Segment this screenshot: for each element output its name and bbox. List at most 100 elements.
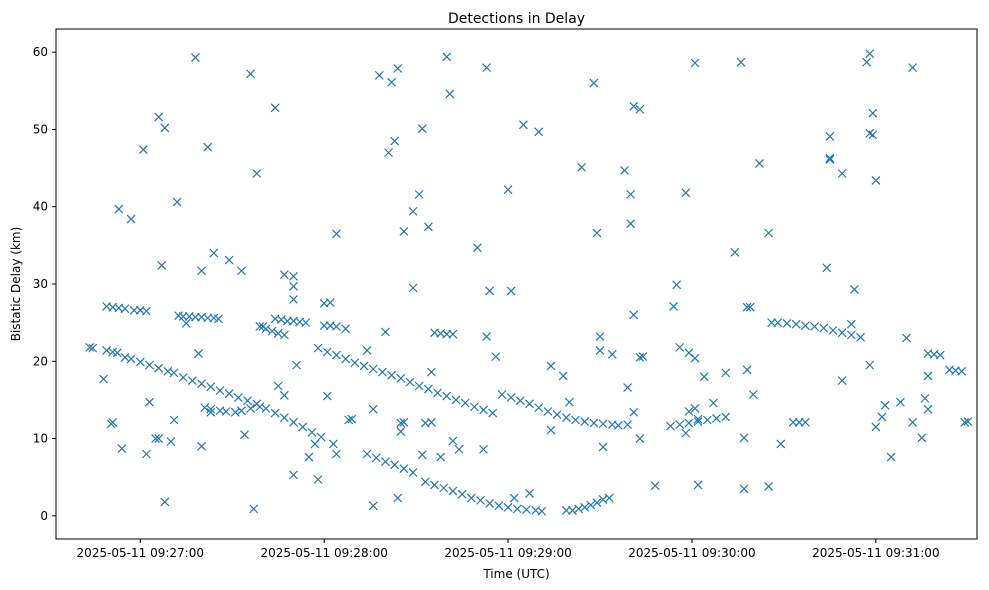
data-point-track-a [224,389,234,399]
data-point [237,266,246,276]
data-point-track-j [381,457,390,467]
data-point [203,142,213,152]
data-point-track-f [332,322,341,331]
data-point [181,318,191,328]
data-point-track-k [485,499,495,508]
y-tick-label: 60 [33,45,48,59]
data-point [595,332,605,341]
data-point [865,49,875,59]
data-point [877,412,887,422]
data-point-track-h [433,388,443,398]
data-point-track-h [341,354,351,364]
data-point [690,58,700,68]
data-point [368,404,378,414]
data-point-track-a [243,396,252,406]
data-point-track-l [552,410,562,420]
data-point-track-j [362,449,372,459]
data-point-track-h [387,370,397,380]
data-point [273,381,283,391]
data-point-track-o [846,330,856,340]
data-point [923,404,933,414]
data-point-track-n [721,412,731,422]
data-point [506,286,516,296]
data-point [160,123,170,133]
y-tick-label: 40 [33,200,48,214]
data-point [393,63,403,73]
data-point-track-n [666,421,675,431]
data-point-track-a [126,354,136,364]
data-point [417,450,427,460]
data-point [837,169,847,178]
data-point-track-l [506,393,516,403]
data-point [745,302,755,312]
data-point-track-a [279,413,289,423]
data-point [197,441,207,451]
y-tick-label: 20 [33,354,48,368]
data-point [558,371,568,381]
data-point [675,342,685,352]
data-point [620,165,629,175]
data-point [332,449,341,459]
data-point-track-h [423,384,433,394]
data-point [923,371,933,381]
data-point-track-a [289,417,298,427]
data-point-track-n [712,414,721,423]
data-point [503,185,513,195]
data-point [690,353,700,363]
data-point-track-n [693,417,703,426]
data-point-track-l [613,420,623,430]
data-point-track-a [145,360,154,370]
data-marks [85,49,973,516]
data-point [325,298,335,307]
data-point [846,319,856,329]
data-point [141,449,151,459]
data-point-track-k [448,486,458,496]
data-point-track-e [255,322,265,331]
data-point [436,452,446,462]
data-point [868,130,878,140]
data-point-track-l [589,418,599,428]
data-point [650,481,660,491]
data-point [693,480,703,490]
data-point-track-g [246,403,256,413]
data-point [635,352,645,362]
data-point [399,417,409,427]
data-point-track-e [267,326,277,336]
data-point-track-n [675,420,685,430]
data-point [699,372,709,382]
data-point [595,346,605,355]
data-point-track-m [604,493,614,503]
data-point-track-l [534,403,544,413]
data-point [396,418,406,428]
data-point [871,176,881,185]
data-point [387,77,397,87]
data-point-track-p [935,350,945,360]
data-point [880,400,890,410]
data-point [479,444,488,454]
data-point-track-e [279,330,289,340]
data-point-track-a [187,376,197,386]
data-point-track-a [206,382,216,392]
data-point-track-h [313,343,323,353]
data-point [626,189,636,199]
data-point [396,427,406,437]
data-point [672,280,682,290]
data-point-track-r [347,414,357,424]
data-point-track-h [396,373,406,383]
data-point-track-r [154,434,164,443]
data-point [310,439,320,449]
data-point [635,434,645,443]
data-point [279,270,289,280]
data-point [279,390,289,400]
data-point [442,52,452,62]
data-point [742,365,752,375]
data-point-track-q [960,417,970,427]
data-point [764,228,774,238]
data-point [341,324,351,334]
data-point [623,420,633,430]
data-point-track-m [586,500,596,510]
data-point [564,397,574,407]
data-point-track-o [837,328,847,338]
data-point [902,333,911,343]
